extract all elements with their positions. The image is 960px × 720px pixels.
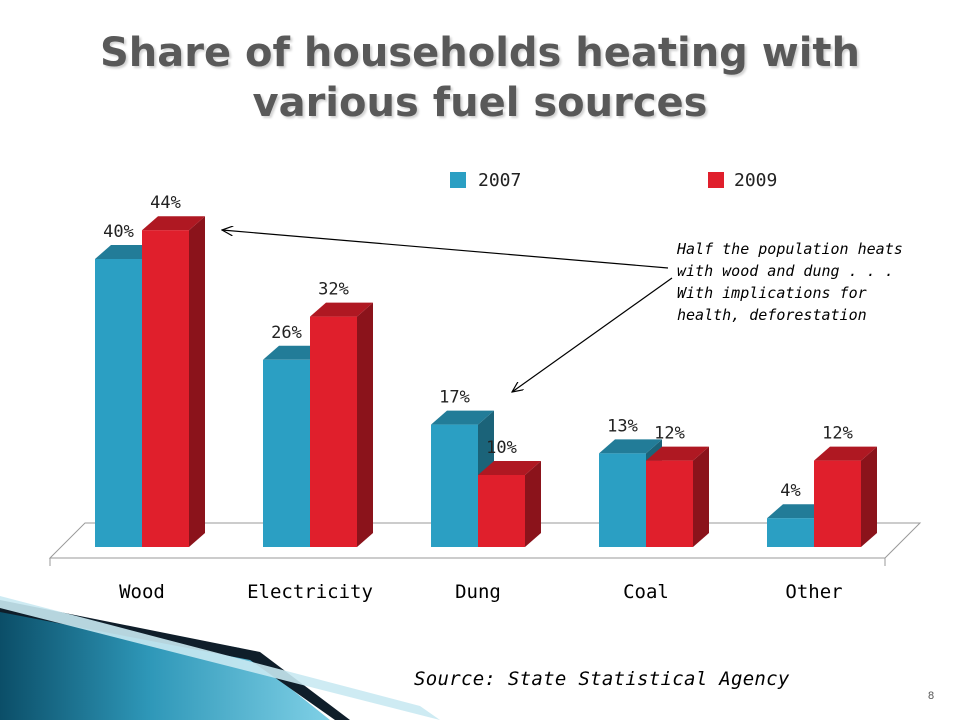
data-label-wood-2007: 40% xyxy=(103,222,134,242)
legend-swatch-2009 xyxy=(708,172,724,188)
source-note: Source: State Statistical Agency xyxy=(414,668,790,690)
x-tick-wood: Wood xyxy=(119,581,165,603)
bar-other-2009 xyxy=(814,446,877,547)
bar-wood-2009 xyxy=(142,216,205,547)
page-number: 8 xyxy=(928,690,935,702)
slide-title: Share of households heating with various… xyxy=(100,30,860,126)
legend-swatch-2007 xyxy=(450,172,466,188)
data-label-other-2009: 12% xyxy=(822,424,853,444)
annotation-arrow-dung xyxy=(512,277,673,392)
annotation-text: Half the population heats with wood and … xyxy=(677,240,903,324)
x-tick-coal: Coal xyxy=(623,581,669,603)
data-label-electricity-2009: 32% xyxy=(318,280,349,300)
x-tick-electricity: Electricity xyxy=(247,581,373,603)
x-tick-other: Other xyxy=(785,581,842,603)
annotation-arrow-wood xyxy=(222,230,669,269)
data-label-dung-2009: 10% xyxy=(486,438,517,458)
legend-label-2009: 2009 xyxy=(734,170,777,191)
legend: 2007 2009 xyxy=(450,170,777,191)
data-label-wood-2009: 44% xyxy=(150,193,181,213)
data-label-electricity-2007: 26% xyxy=(271,323,302,343)
data-label-coal-2007: 13% xyxy=(607,416,638,436)
decorative-swoosh xyxy=(0,596,440,720)
bar-electricity-2009 xyxy=(310,302,373,547)
legend-label-2007: 2007 xyxy=(478,170,521,191)
data-label-other-2007: 4% xyxy=(780,481,800,501)
x-tick-dung: Dung xyxy=(455,581,501,603)
bar-coal-2009 xyxy=(646,446,709,547)
data-label-coal-2009: 12% xyxy=(654,424,685,444)
bar-dung-2009 xyxy=(478,461,541,547)
data-label-dung-2007: 17% xyxy=(439,388,470,408)
